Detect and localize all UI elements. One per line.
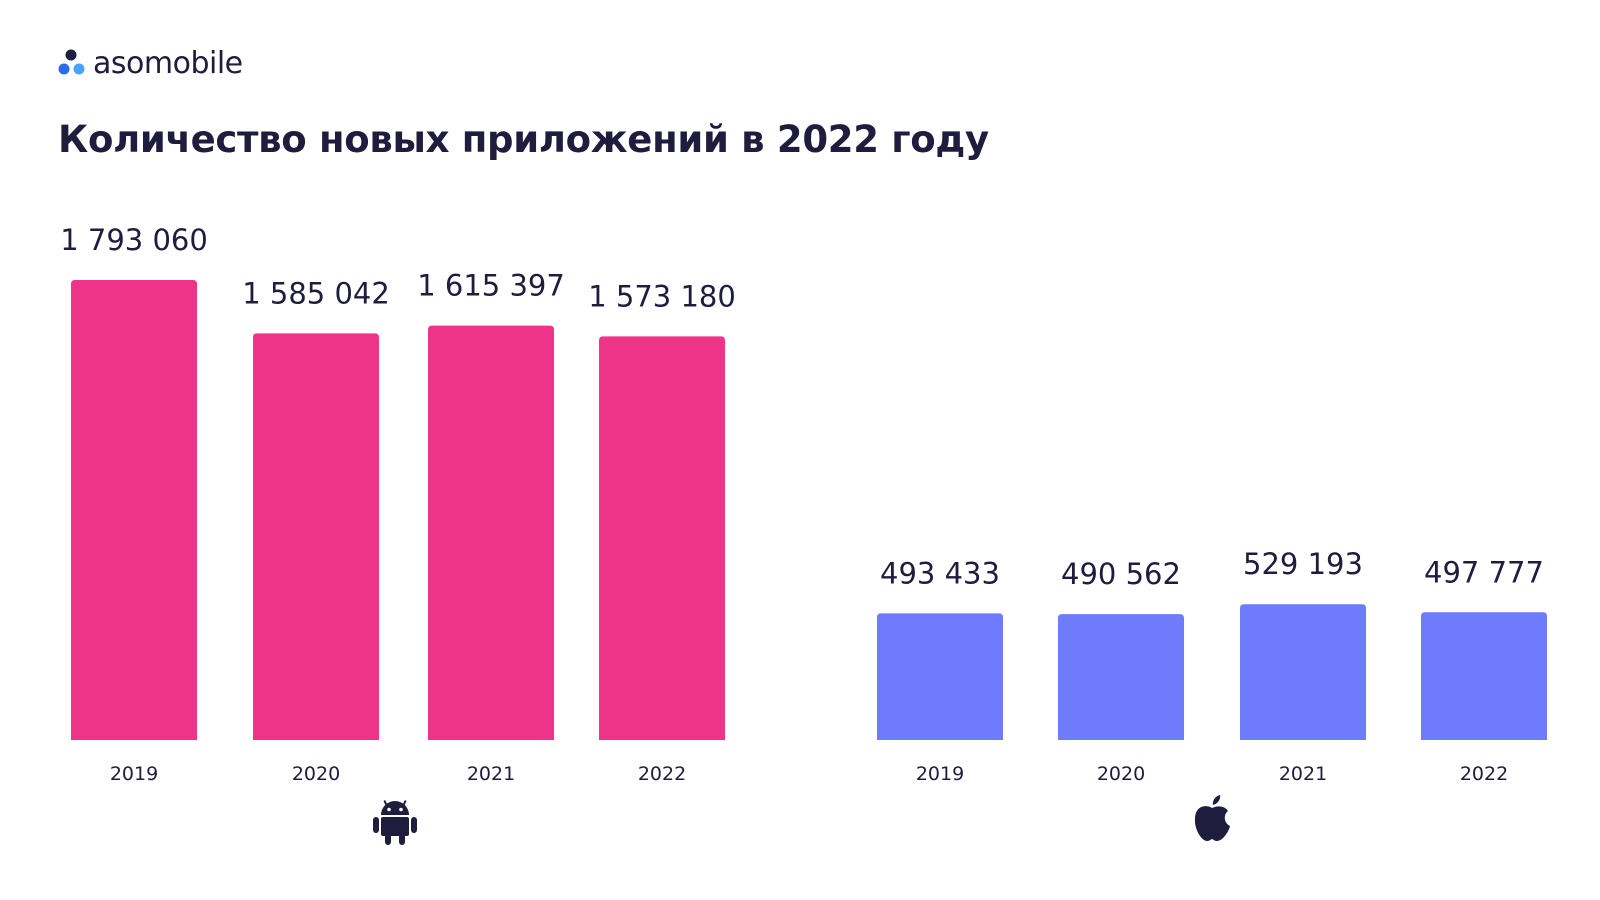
ios-bar-2020 bbox=[1058, 614, 1184, 740]
android-value-label-2020: 1 585 042 bbox=[242, 276, 390, 310]
ios-value-label-2022: 497 777 bbox=[1424, 555, 1544, 589]
apple-icon bbox=[1194, 795, 1230, 841]
ios-value-label-2019: 493 433 bbox=[880, 556, 1000, 590]
ios-bar-2022 bbox=[1421, 612, 1547, 740]
ios-tick-label-2019: 2019 bbox=[916, 763, 964, 785]
android-tick-label-2021: 2021 bbox=[467, 763, 515, 785]
android-value-label-2022: 1 573 180 bbox=[588, 279, 736, 313]
android-icon bbox=[373, 800, 417, 845]
ios-value-label-2020: 490 562 bbox=[1061, 557, 1181, 591]
ios-bar-chart: 493 433 2019 490 562 2020 529 193 2021 497 777… bbox=[877, 547, 1547, 785]
ios-tick-label-2020: 2020 bbox=[1097, 763, 1145, 785]
asomobile-dots-icon bbox=[58, 49, 85, 75]
android-bar-2022 bbox=[599, 336, 725, 740]
android-tick-label-2019: 2019 bbox=[110, 763, 158, 785]
android-value-label-2021: 1 615 397 bbox=[417, 269, 565, 303]
android-value-label-2019: 1 793 060 bbox=[60, 223, 208, 257]
android-bar-2021 bbox=[428, 325, 554, 740]
android-bar-2019 bbox=[71, 280, 197, 740]
ios-value-label-2021: 529 193 bbox=[1243, 547, 1363, 581]
ios-bar-2019 bbox=[877, 613, 1003, 740]
android-bar-2020 bbox=[253, 333, 379, 740]
brand-name: asomobile bbox=[93, 46, 243, 81]
android-tick-label-2020: 2020 bbox=[292, 763, 340, 785]
brand-logo: asomobile bbox=[58, 48, 243, 80]
ios-tick-label-2022: 2022 bbox=[1460, 763, 1508, 785]
android-tick-label-2022: 2022 bbox=[638, 763, 686, 785]
page-title: Количество новых приложений в 2022 году bbox=[58, 118, 989, 161]
ios-bar-2021 bbox=[1240, 604, 1366, 740]
android-bar-chart: 1 793 060 2019 1 585 042 2020 1 615 397 2021 1… bbox=[60, 223, 736, 785]
ios-tick-label-2021: 2021 bbox=[1279, 763, 1327, 785]
